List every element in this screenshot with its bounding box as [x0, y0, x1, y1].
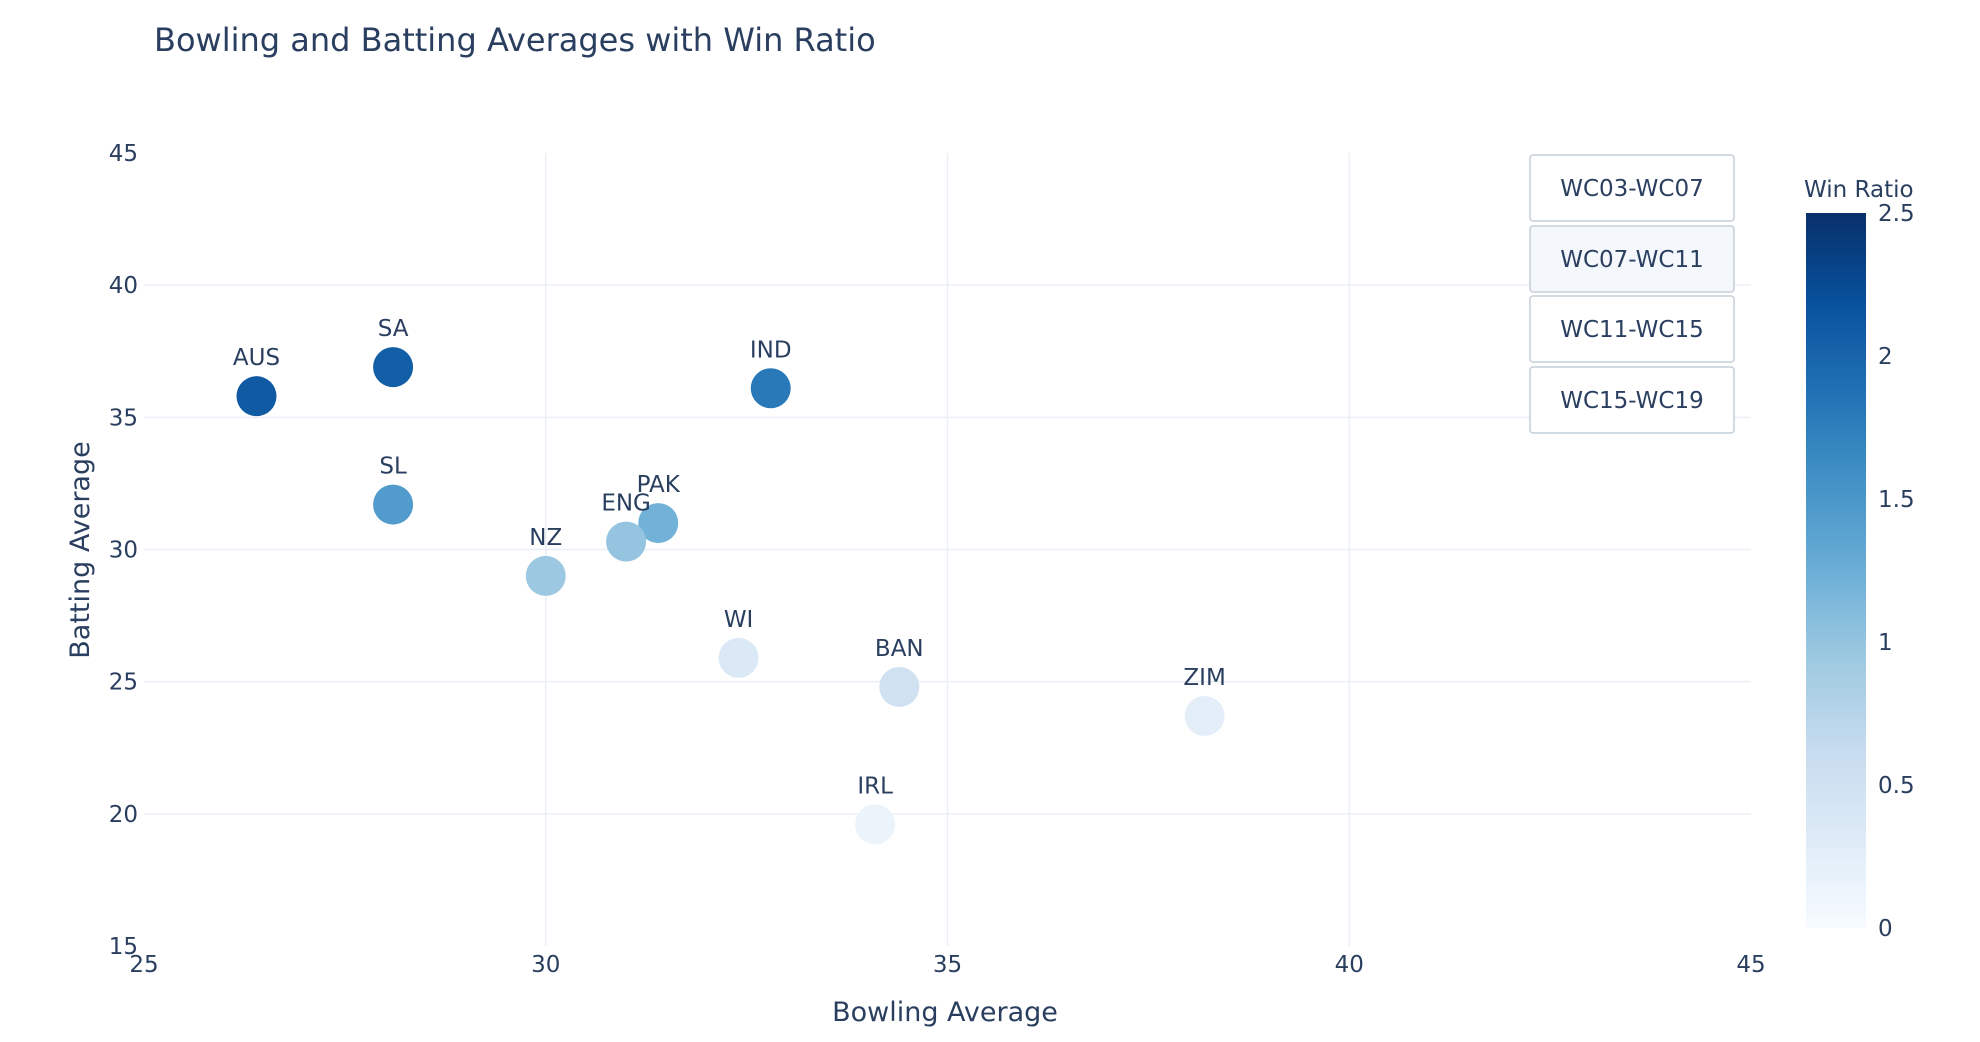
data-point-label: AUS	[233, 345, 280, 371]
colorbar-gradient	[1806, 213, 1866, 928]
y-tick-label: 25	[109, 670, 138, 696]
y-axis-title: Batting Average	[65, 441, 96, 658]
colorbar-tick-label: 0	[1878, 916, 1893, 942]
data-point[interactable]	[236, 376, 277, 417]
data-point-label: IRL	[857, 773, 893, 799]
data-point[interactable]	[879, 666, 920, 707]
period-button-label: WC03-WC07	[1560, 176, 1704, 202]
period-button-3[interactable]: WC15-WC19	[1529, 366, 1735, 434]
y-tick-label: 15	[109, 934, 138, 960]
period-button-label: WC07-WC11	[1560, 247, 1704, 273]
data-point-label: NZ	[529, 525, 562, 551]
data-point-label: SA	[378, 316, 409, 342]
period-button-label: WC15-WC19	[1560, 388, 1704, 414]
data-point-label: SL	[379, 454, 407, 480]
data-point-label: IND	[750, 337, 792, 363]
colorbar-tick-label: 1.5	[1878, 487, 1915, 513]
period-button-2[interactable]: WC11-WC15	[1529, 295, 1735, 363]
y-tick-label: 30	[109, 538, 138, 564]
y-tick-label: 40	[109, 273, 138, 299]
period-button-label: WC11-WC15	[1560, 317, 1704, 343]
data-point[interactable]	[750, 368, 791, 409]
x-tick-label: 25	[129, 952, 158, 978]
data-point[interactable]	[606, 521, 647, 562]
data-point[interactable]	[638, 503, 679, 544]
x-axis-title: Bowling Average	[832, 997, 1058, 1028]
data-point-label: ENG	[601, 491, 651, 517]
colorbar-tick-label: 0.5	[1878, 773, 1915, 799]
y-tick-label: 35	[109, 405, 138, 431]
y-axis-ticks: 15 20 25 30 35 40 45	[109, 141, 138, 960]
period-button-group: WC03-WC07 WC07-WC11 WC11-WC15 WC15-WC19	[1529, 154, 1735, 434]
colorbar-tick-label: 2	[1878, 344, 1893, 370]
x-tick-label: 30	[531, 952, 560, 978]
y-tick-label: 20	[109, 802, 138, 828]
colorbar: Win Ratio 0 0.5 1 1.5 2 2.5	[1804, 177, 1915, 942]
period-button-1[interactable]: WC07-WC11	[1529, 225, 1735, 293]
data-point[interactable]	[525, 555, 566, 596]
x-tick-label: 45	[1736, 952, 1765, 978]
data-point[interactable]	[1184, 696, 1225, 737]
data-point[interactable]	[855, 804, 896, 845]
grid	[144, 153, 1751, 946]
data-point[interactable]	[718, 637, 759, 678]
data-point-label: BAN	[875, 636, 924, 662]
y-tick-label: 45	[109, 141, 138, 167]
colorbar-tick-label: 1	[1878, 630, 1893, 656]
data-point[interactable]	[373, 484, 414, 525]
x-tick-label: 40	[1335, 952, 1364, 978]
data-point-label: ZIM	[1183, 665, 1225, 691]
data-point-label: WI	[724, 607, 754, 633]
x-tick-label: 35	[933, 952, 962, 978]
colorbar-title: Win Ratio	[1804, 177, 1914, 203]
x-axis-ticks: 25 30 35 40 45	[129, 952, 1765, 978]
data-point-label: PAK	[637, 472, 681, 498]
colorbar-tick-label: 2.5	[1878, 201, 1915, 227]
period-button-0[interactable]: WC03-WC07	[1529, 154, 1735, 222]
data-point[interactable]	[373, 347, 414, 388]
chart-title: Bowling and Batting Averages with Win Ra…	[154, 21, 876, 59]
colorbar-ticks: 0 0.5 1 1.5 2 2.5	[1878, 201, 1915, 942]
